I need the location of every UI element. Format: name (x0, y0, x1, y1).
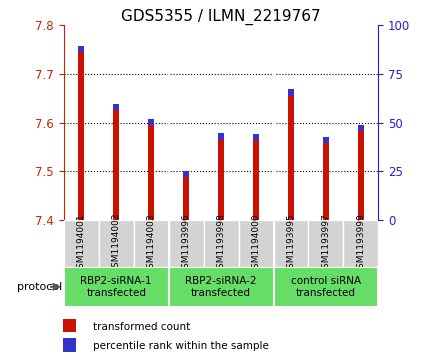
Bar (288, 96, 294, 220)
Text: control siRNA
transfected: control siRNA transfected (291, 276, 361, 298)
Text: GSM1194001: GSM1194001 (77, 213, 86, 274)
Bar (148, 125, 154, 220)
Text: GSM1193996: GSM1193996 (182, 213, 191, 274)
Bar (113, 110, 119, 220)
Text: GSM1194002: GSM1194002 (112, 213, 121, 273)
Text: protocol: protocol (17, 282, 62, 292)
Text: transformed count: transformed count (93, 322, 190, 331)
Text: GSM1193999: GSM1193999 (356, 213, 366, 274)
Bar (183, 171, 189, 178)
Bar (169, 220, 204, 267)
Bar (358, 131, 364, 220)
Bar (113, 104, 119, 110)
Text: GSM1193997: GSM1193997 (322, 213, 330, 274)
Bar (218, 139, 224, 220)
Text: GSM1194003: GSM1194003 (147, 213, 156, 274)
Bar (78, 52, 84, 220)
Bar (63, 319, 76, 333)
Bar (99, 220, 134, 267)
Text: percentile rank within the sample: percentile rank within the sample (93, 341, 268, 351)
Bar (218, 133, 224, 139)
Bar (323, 143, 329, 220)
Text: RBP2-siRNA-2
transfected: RBP2-siRNA-2 transfected (185, 276, 257, 298)
Bar (134, 220, 169, 267)
Bar (63, 338, 76, 351)
Bar (238, 220, 274, 267)
Bar (323, 136, 329, 143)
Bar (288, 90, 294, 96)
Bar (308, 220, 344, 267)
Bar (64, 220, 99, 267)
Title: GDS5355 / ILMN_2219767: GDS5355 / ILMN_2219767 (121, 9, 321, 25)
Bar (358, 125, 364, 131)
Bar (183, 178, 189, 220)
Bar (64, 267, 169, 307)
Text: GSM1193995: GSM1193995 (286, 213, 296, 274)
Bar (148, 119, 154, 125)
Bar (274, 267, 378, 307)
Bar (253, 140, 259, 220)
Text: RBP2-siRNA-1
transfected: RBP2-siRNA-1 transfected (81, 276, 152, 298)
Text: GSM1194000: GSM1194000 (252, 213, 260, 274)
Bar (169, 267, 274, 307)
Bar (274, 220, 308, 267)
Bar (253, 134, 259, 140)
Bar (78, 46, 84, 52)
Bar (204, 220, 238, 267)
Bar (344, 220, 378, 267)
Text: GSM1193998: GSM1193998 (216, 213, 226, 274)
